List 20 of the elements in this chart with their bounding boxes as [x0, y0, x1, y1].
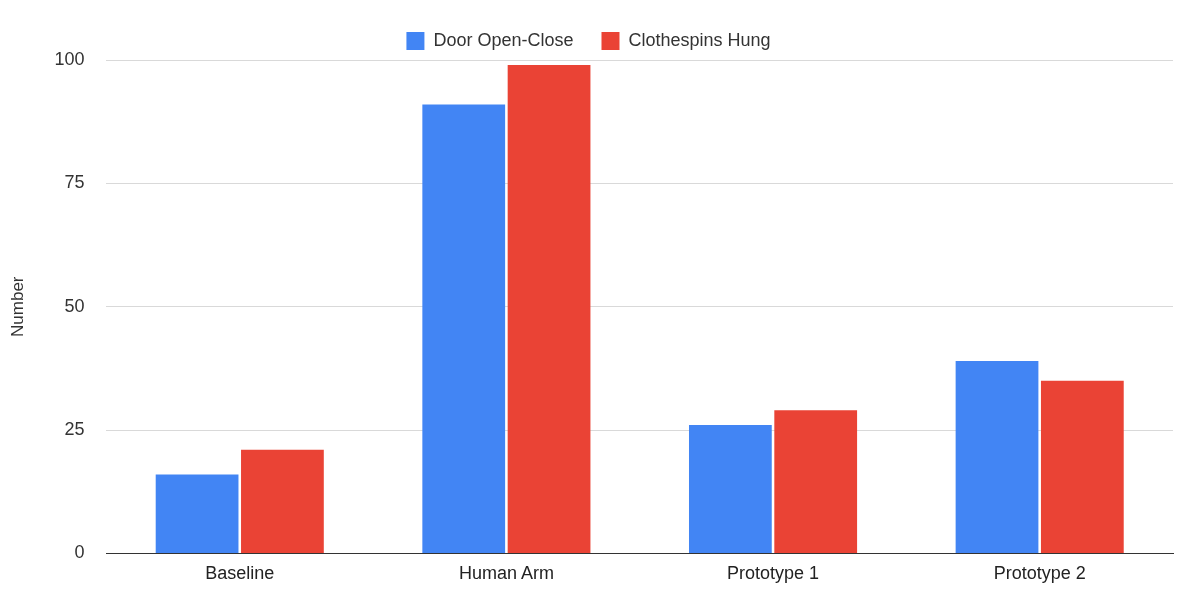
- bar: [688, 425, 772, 553]
- bar: [774, 410, 858, 553]
- y-tick-label: 100: [54, 48, 85, 69]
- x-tick-label: Human Arm: [458, 563, 554, 584]
- y-tick-label: 25: [64, 419, 85, 440]
- legend-label: Door Open-Close: [433, 29, 574, 50]
- bar: [422, 104, 506, 553]
- bar: [241, 449, 324, 553]
- x-tick-label: Baseline: [205, 563, 275, 584]
- y-tick-label: 50: [64, 295, 85, 316]
- x-tick-label: Prototype 2: [993, 563, 1086, 584]
- y-tick-label: 75: [64, 172, 85, 193]
- x-tick-label: Prototype 1: [727, 563, 820, 584]
- y-tick-label: 0: [74, 542, 85, 563]
- legend-label: Clothespins Hung: [628, 29, 771, 50]
- bar: [955, 360, 1039, 553]
- bar: [507, 64, 591, 553]
- bar: [155, 474, 239, 553]
- bar: [1040, 380, 1124, 553]
- y-axis-title: Number: [7, 276, 27, 337]
